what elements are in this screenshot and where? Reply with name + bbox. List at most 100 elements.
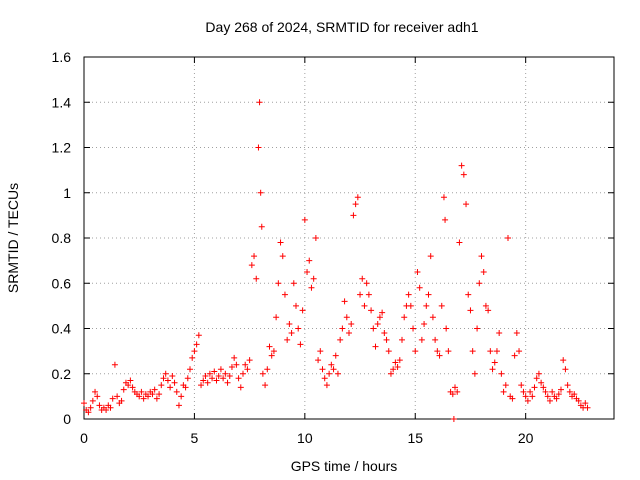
data-point bbox=[167, 384, 174, 391]
data-point bbox=[169, 373, 176, 380]
data-point bbox=[189, 354, 196, 361]
data-point bbox=[434, 348, 441, 355]
data-point bbox=[120, 386, 127, 393]
data-point bbox=[418, 336, 425, 343]
data-point bbox=[107, 404, 114, 411]
data-point bbox=[465, 291, 472, 298]
x-axis-label: GPS time / hours bbox=[291, 458, 398, 474]
data-point bbox=[582, 400, 589, 407]
y-tick-label: 1.2 bbox=[52, 140, 72, 156]
data-point bbox=[348, 320, 355, 327]
data-point bbox=[253, 275, 260, 282]
data-point bbox=[502, 382, 509, 389]
data-point bbox=[237, 384, 244, 391]
data-point bbox=[262, 382, 269, 389]
data-point bbox=[332, 352, 339, 359]
data-point bbox=[354, 194, 361, 201]
data-point bbox=[460, 171, 467, 178]
data-point bbox=[81, 400, 87, 407]
data-point bbox=[549, 388, 556, 395]
data-point bbox=[273, 314, 280, 321]
data-point bbox=[566, 388, 573, 395]
data-point bbox=[222, 370, 229, 377]
data-point bbox=[405, 291, 412, 298]
grid-lines bbox=[84, 57, 614, 419]
data-point bbox=[268, 352, 275, 359]
data-point bbox=[279, 253, 286, 260]
data-point bbox=[558, 386, 564, 393]
data-point bbox=[217, 366, 224, 373]
data-point bbox=[560, 357, 567, 364]
data-point bbox=[228, 363, 235, 370]
data-point bbox=[505, 235, 511, 241]
data-point bbox=[259, 370, 266, 377]
data-point bbox=[153, 395, 160, 402]
data-point bbox=[407, 302, 414, 309]
data-point bbox=[85, 409, 92, 416]
data-point bbox=[376, 314, 383, 321]
data-point bbox=[182, 384, 189, 391]
data-point bbox=[304, 268, 311, 275]
data-point bbox=[277, 239, 284, 246]
data-point bbox=[427, 253, 434, 260]
data-point bbox=[136, 393, 143, 400]
data-point bbox=[516, 348, 523, 355]
data-point bbox=[533, 375, 540, 382]
data-point bbox=[410, 325, 417, 332]
data-point bbox=[149, 391, 156, 398]
data-point bbox=[394, 363, 401, 370]
x-tick-label: 10 bbox=[297, 430, 313, 446]
data-point bbox=[310, 275, 317, 282]
data-point bbox=[129, 384, 136, 391]
data-point bbox=[489, 366, 496, 373]
data-point bbox=[92, 388, 99, 395]
data-point bbox=[467, 307, 474, 314]
data-point bbox=[469, 348, 476, 355]
data-point bbox=[231, 354, 238, 361]
data-point bbox=[312, 235, 319, 241]
data-point bbox=[286, 320, 293, 327]
data-point bbox=[493, 348, 500, 355]
data-point bbox=[187, 366, 193, 373]
data-point bbox=[454, 388, 461, 395]
data-point bbox=[527, 388, 534, 395]
data-point bbox=[381, 330, 388, 337]
data-point bbox=[111, 361, 118, 368]
data-point bbox=[145, 393, 152, 400]
data-point bbox=[474, 325, 481, 332]
data-point bbox=[328, 361, 335, 368]
data-point bbox=[246, 357, 253, 364]
data-point bbox=[361, 302, 368, 309]
data-point bbox=[213, 377, 220, 384]
data-point bbox=[571, 391, 578, 398]
y-tick-label: 0.4 bbox=[52, 321, 72, 337]
data-point bbox=[323, 382, 330, 389]
x-tick-label: 20 bbox=[518, 430, 534, 446]
data-point bbox=[326, 370, 333, 377]
data-point bbox=[531, 384, 538, 391]
data-point bbox=[445, 348, 452, 355]
data-point bbox=[184, 375, 191, 382]
data-point bbox=[94, 393, 101, 400]
data-point bbox=[89, 397, 96, 404]
data-point bbox=[270, 348, 277, 355]
y-tick-label: 1.4 bbox=[52, 94, 72, 110]
data-point bbox=[301, 216, 308, 223]
data-point bbox=[209, 375, 216, 382]
data-point bbox=[363, 280, 370, 287]
data-point bbox=[443, 325, 450, 332]
x-tick-label: 5 bbox=[191, 430, 199, 446]
data-point bbox=[138, 388, 145, 395]
data-point bbox=[178, 393, 185, 400]
data-point bbox=[175, 402, 182, 409]
data-point bbox=[359, 275, 366, 282]
data-point bbox=[520, 388, 527, 395]
data-point bbox=[352, 201, 359, 208]
data-point bbox=[584, 404, 591, 411]
data-point bbox=[518, 382, 525, 389]
data-point bbox=[293, 302, 299, 309]
data-point bbox=[118, 397, 125, 404]
y-tick-label: 1.6 bbox=[52, 49, 72, 65]
data-point bbox=[487, 348, 494, 355]
data-point bbox=[125, 382, 132, 389]
